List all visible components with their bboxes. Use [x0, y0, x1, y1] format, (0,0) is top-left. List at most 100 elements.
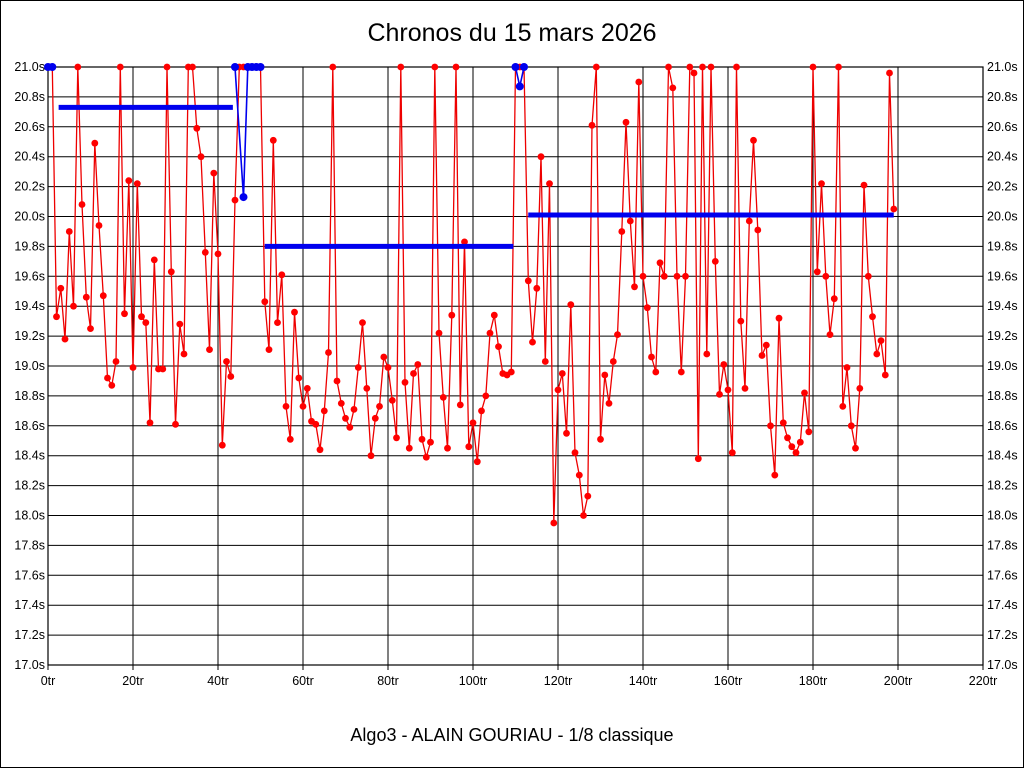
lap-time-point [108, 382, 116, 389]
lap-time-point [784, 434, 791, 442]
lap-time-point [159, 365, 167, 373]
lap-time-point [869, 313, 876, 321]
y-tick-label-left: 18.4s [14, 449, 45, 463]
lap-time-point [397, 63, 405, 71]
lap-time-point [189, 63, 196, 71]
lap-time-point [435, 329, 443, 337]
lap-time-point [554, 386, 562, 394]
lap-time-point [745, 217, 753, 225]
lap-time-point [291, 308, 298, 316]
lap-time-point [367, 452, 375, 460]
lap-time-point [138, 313, 145, 321]
lap-time-point [856, 385, 864, 392]
lap-time-point [57, 284, 65, 292]
lap-time-point [524, 277, 532, 285]
lap-time-point [456, 401, 464, 409]
lap-time-point [639, 272, 647, 280]
lap-time-point [677, 368, 685, 376]
chart-subtitle: Algo3 - ALAIN GOURIAU - 1/8 classique [350, 725, 673, 745]
lap-time-point [112, 358, 120, 365]
x-tick-label: 200tr [884, 674, 913, 688]
y-tick-label-left: 17.6s [14, 568, 45, 582]
lap-time-point [359, 319, 366, 326]
y-tick-label-right: 17.0s [987, 658, 1018, 672]
lap-time-point [635, 78, 643, 86]
lap-time-point [864, 272, 872, 280]
lap-time-point [448, 311, 456, 319]
x-tick-label: 140tr [629, 674, 658, 688]
lap-time-point [779, 419, 787, 427]
lap-time-point [575, 471, 583, 479]
lap-time-point [201, 249, 209, 256]
lap-time-point [104, 374, 111, 382]
lap-time-point [320, 407, 328, 415]
lap-time-point [223, 358, 230, 365]
y-tick-label-left: 17.8s [14, 538, 45, 552]
lap-time-point [401, 379, 409, 386]
lap-time-point [860, 181, 868, 189]
stop-marker-point [256, 63, 265, 71]
lap-time-point [87, 325, 94, 332]
lap-time-point [618, 228, 626, 235]
x-tick-label: 180tr [799, 674, 828, 688]
lap-time-point [694, 455, 702, 463]
stop-marker-point [239, 193, 248, 202]
lap-time-point [733, 63, 740, 71]
lap-time-point [380, 353, 388, 361]
lap-time-point [478, 407, 485, 415]
lap-time-point [703, 350, 711, 358]
y-tick-label-left: 20.2s [14, 180, 45, 194]
lap-time-point [439, 394, 447, 401]
stop-marker-point [231, 63, 239, 71]
lap-time-point [631, 283, 638, 291]
lap-time-point [265, 346, 273, 353]
x-tick-label: 220tr [969, 674, 998, 688]
lap-time-point [830, 295, 838, 303]
lap-time-point [231, 196, 239, 204]
lap-time-point [771, 471, 779, 479]
lap-time-point [227, 373, 235, 380]
lap-time-point [767, 422, 774, 430]
lap-time-point [444, 444, 451, 452]
lap-time-point [418, 435, 426, 443]
lap-time-point [537, 153, 545, 161]
x-tick-label: 0tr [41, 674, 56, 688]
lap-time-point [125, 177, 133, 185]
stop-marker-point [520, 63, 528, 71]
y-tick-label-right: 18.0s [987, 509, 1018, 523]
lap-time-point [601, 371, 609, 379]
lap-times-line [48, 64, 895, 524]
lap-time-point [70, 302, 77, 310]
x-tick-label: 80tr [377, 674, 399, 688]
lap-time-point [278, 271, 286, 279]
y-tick-label-right: 20.0s [987, 210, 1018, 224]
y-tick-label-left: 20.4s [14, 150, 45, 164]
lap-time-point [167, 268, 175, 276]
y-tick-label-right: 20.6s [987, 120, 1018, 134]
lap-time-point [303, 385, 311, 392]
lap-time-point [193, 124, 201, 132]
x-tick-label: 100tr [459, 674, 488, 688]
y-tick-label-right: 17.8s [987, 538, 1018, 552]
stop-marker-point [515, 82, 524, 91]
lap-time-point [686, 63, 694, 71]
lap-time-point [95, 222, 103, 229]
lap-time-point [792, 449, 800, 457]
lap-time-point [805, 428, 813, 436]
lap-time-point [482, 392, 490, 400]
lap-time-point [826, 331, 834, 338]
lap-time-point [877, 337, 885, 344]
lap-time-point [741, 385, 749, 392]
lap-time-point [546, 180, 553, 188]
lap-time-point [507, 368, 515, 376]
lap-time-point [881, 371, 889, 379]
y-tick-label-right: 19.4s [987, 299, 1018, 313]
lap-time-point [371, 414, 379, 422]
y-tick-label-left: 19.6s [14, 269, 45, 283]
lap-time-point [146, 419, 154, 427]
lap-time-point [82, 293, 90, 301]
y-tick-label-left: 17.4s [14, 598, 45, 612]
lap-time-point [656, 259, 664, 267]
lap-time-point [363, 385, 371, 392]
